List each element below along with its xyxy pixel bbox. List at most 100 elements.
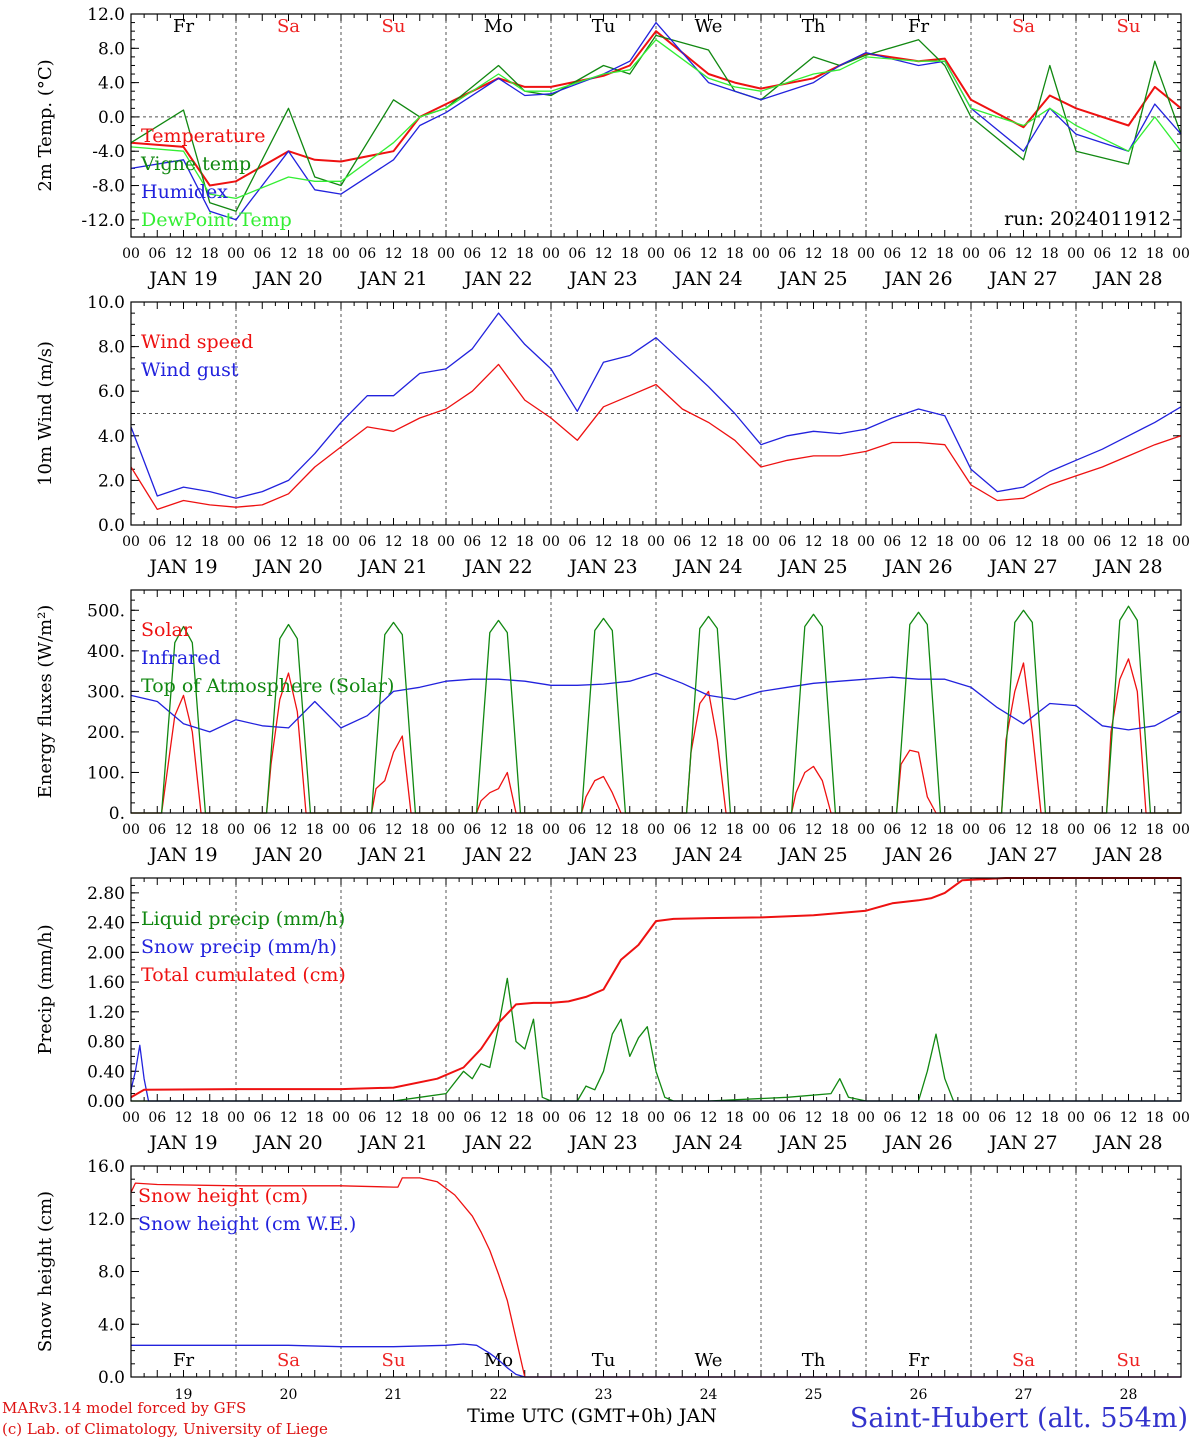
hour-tick-label: 12 (280, 1110, 298, 1126)
hour-tick-label: 18 (201, 1110, 219, 1126)
station-label: Saint-Hubert (alt. 554m) (850, 1403, 1188, 1434)
hour-tick-label: 06 (148, 246, 166, 262)
hour-tick-label: 00 (122, 246, 140, 262)
date-label: JAN 28 (1092, 556, 1162, 578)
legend-entry: Wind speed (141, 331, 253, 353)
hour-tick-label: 06 (148, 534, 166, 550)
date-label: JAN 25 (777, 1132, 847, 1154)
date-label: JAN 22 (462, 268, 532, 290)
series-line-1 (130, 30, 1182, 187)
day-number-label: 28 (1120, 1387, 1138, 1403)
day-number-label: 22 (490, 1387, 508, 1403)
date-label: JAN 25 (777, 844, 847, 866)
date-label: JAN 19 (147, 556, 217, 578)
date-label: JAN 27 (987, 1132, 1057, 1154)
y-tick-label: -12.0 (81, 211, 125, 231)
legend-entry: Temperature (141, 125, 265, 147)
hour-tick-label: 00 (857, 534, 875, 550)
hour-tick-label: 12 (595, 534, 613, 550)
hour-tick-label: 12 (805, 822, 823, 838)
date-label: JAN 25 (777, 556, 847, 578)
series-line-2 (130, 672, 1182, 733)
y-tick-label: 2.00 (87, 943, 125, 963)
day-name-label: Sa (1012, 16, 1035, 37)
day-name-label: Sa (277, 16, 300, 37)
date-label: JAN 26 (882, 1132, 952, 1154)
hour-tick-label: 18 (726, 822, 744, 838)
hour-tick-label: 06 (1093, 534, 1111, 550)
legend-entry: Top of Atmosphere (Solar) (141, 675, 394, 697)
hour-tick-label: 18 (306, 1110, 324, 1126)
hour-tick-label: 06 (253, 534, 271, 550)
date-label: JAN 22 (462, 1132, 532, 1154)
hour-tick-label: 18 (306, 246, 324, 262)
hour-tick-label: 18 (831, 534, 849, 550)
legend-entry: Wind gust (141, 359, 239, 381)
hour-tick-label: 18 (1041, 1110, 1059, 1126)
plot-frame (130, 301, 1182, 526)
hour-tick-label: 06 (883, 1110, 901, 1126)
hour-tick-label: 12 (1120, 822, 1138, 838)
day-number-label: 23 (595, 1387, 613, 1403)
day-name-label: Su (1117, 1350, 1141, 1371)
hour-tick-label: 06 (673, 1110, 691, 1126)
hour-tick-label: 18 (516, 246, 534, 262)
hour-tick-label: 06 (883, 822, 901, 838)
hour-tick-label: 00 (1172, 822, 1190, 838)
hour-tick-label: 06 (148, 822, 166, 838)
legend-entry: Solar (141, 619, 193, 641)
day-name-label: Su (382, 16, 406, 37)
hour-tick-label: 00 (227, 534, 245, 550)
date-label: JAN 25 (777, 268, 847, 290)
hour-tick-label: 06 (778, 1110, 796, 1126)
hour-tick-label: 06 (1093, 822, 1111, 838)
hour-tick-label: 12 (490, 822, 508, 838)
y-tick-label: 300. (87, 682, 125, 702)
hour-tick-label: 00 (437, 1110, 455, 1126)
hour-tick-label: 18 (1146, 534, 1164, 550)
hour-tick-label: 00 (1067, 246, 1085, 262)
hour-tick-label: 06 (1093, 1110, 1111, 1126)
hour-tick-label: 00 (1067, 822, 1085, 838)
hour-tick-label: 00 (332, 534, 350, 550)
hour-tick-label: 18 (1041, 534, 1059, 550)
hour-tick-label: 00 (857, 246, 875, 262)
hour-tick-label: 12 (1120, 246, 1138, 262)
hour-tick-label: 12 (175, 534, 193, 550)
hour-tick-label: 18 (411, 822, 429, 838)
hour-tick-label: 00 (962, 822, 980, 838)
hour-tick-label: 18 (1146, 822, 1164, 838)
legend-entry: Snow height (cm W.E.) (138, 1213, 356, 1235)
date-label: JAN 20 (252, 556, 322, 578)
hour-tick-label: 06 (883, 534, 901, 550)
day-name-label: Sa (277, 1350, 300, 1371)
hour-tick-label: 18 (1041, 246, 1059, 262)
hour-tick-label: 06 (673, 246, 691, 262)
hour-tick-label: 06 (358, 1110, 376, 1126)
hour-tick-label: 00 (1172, 1110, 1190, 1126)
legend-entry: Snow height (cm) (138, 1185, 308, 1207)
hour-tick-label: 12 (700, 534, 718, 550)
date-label: JAN 21 (357, 268, 427, 290)
y-tick-label: 16.0 (87, 1157, 125, 1177)
legend-entry: Infrared (141, 647, 221, 669)
y-tick-label: 2.0 (98, 471, 125, 491)
hour-tick-label: 12 (385, 822, 403, 838)
hour-tick-label: 12 (490, 246, 508, 262)
hour-tick-label: 12 (700, 246, 718, 262)
hour-tick-label: 06 (253, 246, 271, 262)
day-name-label: Fr (173, 1350, 194, 1371)
hour-tick-label: 18 (936, 822, 954, 838)
hour-tick-label: 18 (411, 1110, 429, 1126)
hour-tick-label: 12 (175, 822, 193, 838)
hour-tick-label: 18 (411, 246, 429, 262)
hour-tick-label: 00 (647, 1110, 665, 1126)
date-label: JAN 19 (147, 844, 217, 866)
hour-tick-label: 06 (988, 822, 1006, 838)
hour-tick-label: 12 (595, 246, 613, 262)
day-name-label: We (695, 1350, 723, 1371)
date-label: JAN 24 (672, 556, 742, 578)
hour-tick-label: 06 (988, 1110, 1006, 1126)
day-number-label: 19 (175, 1387, 193, 1403)
hour-tick-label: 12 (805, 1110, 823, 1126)
